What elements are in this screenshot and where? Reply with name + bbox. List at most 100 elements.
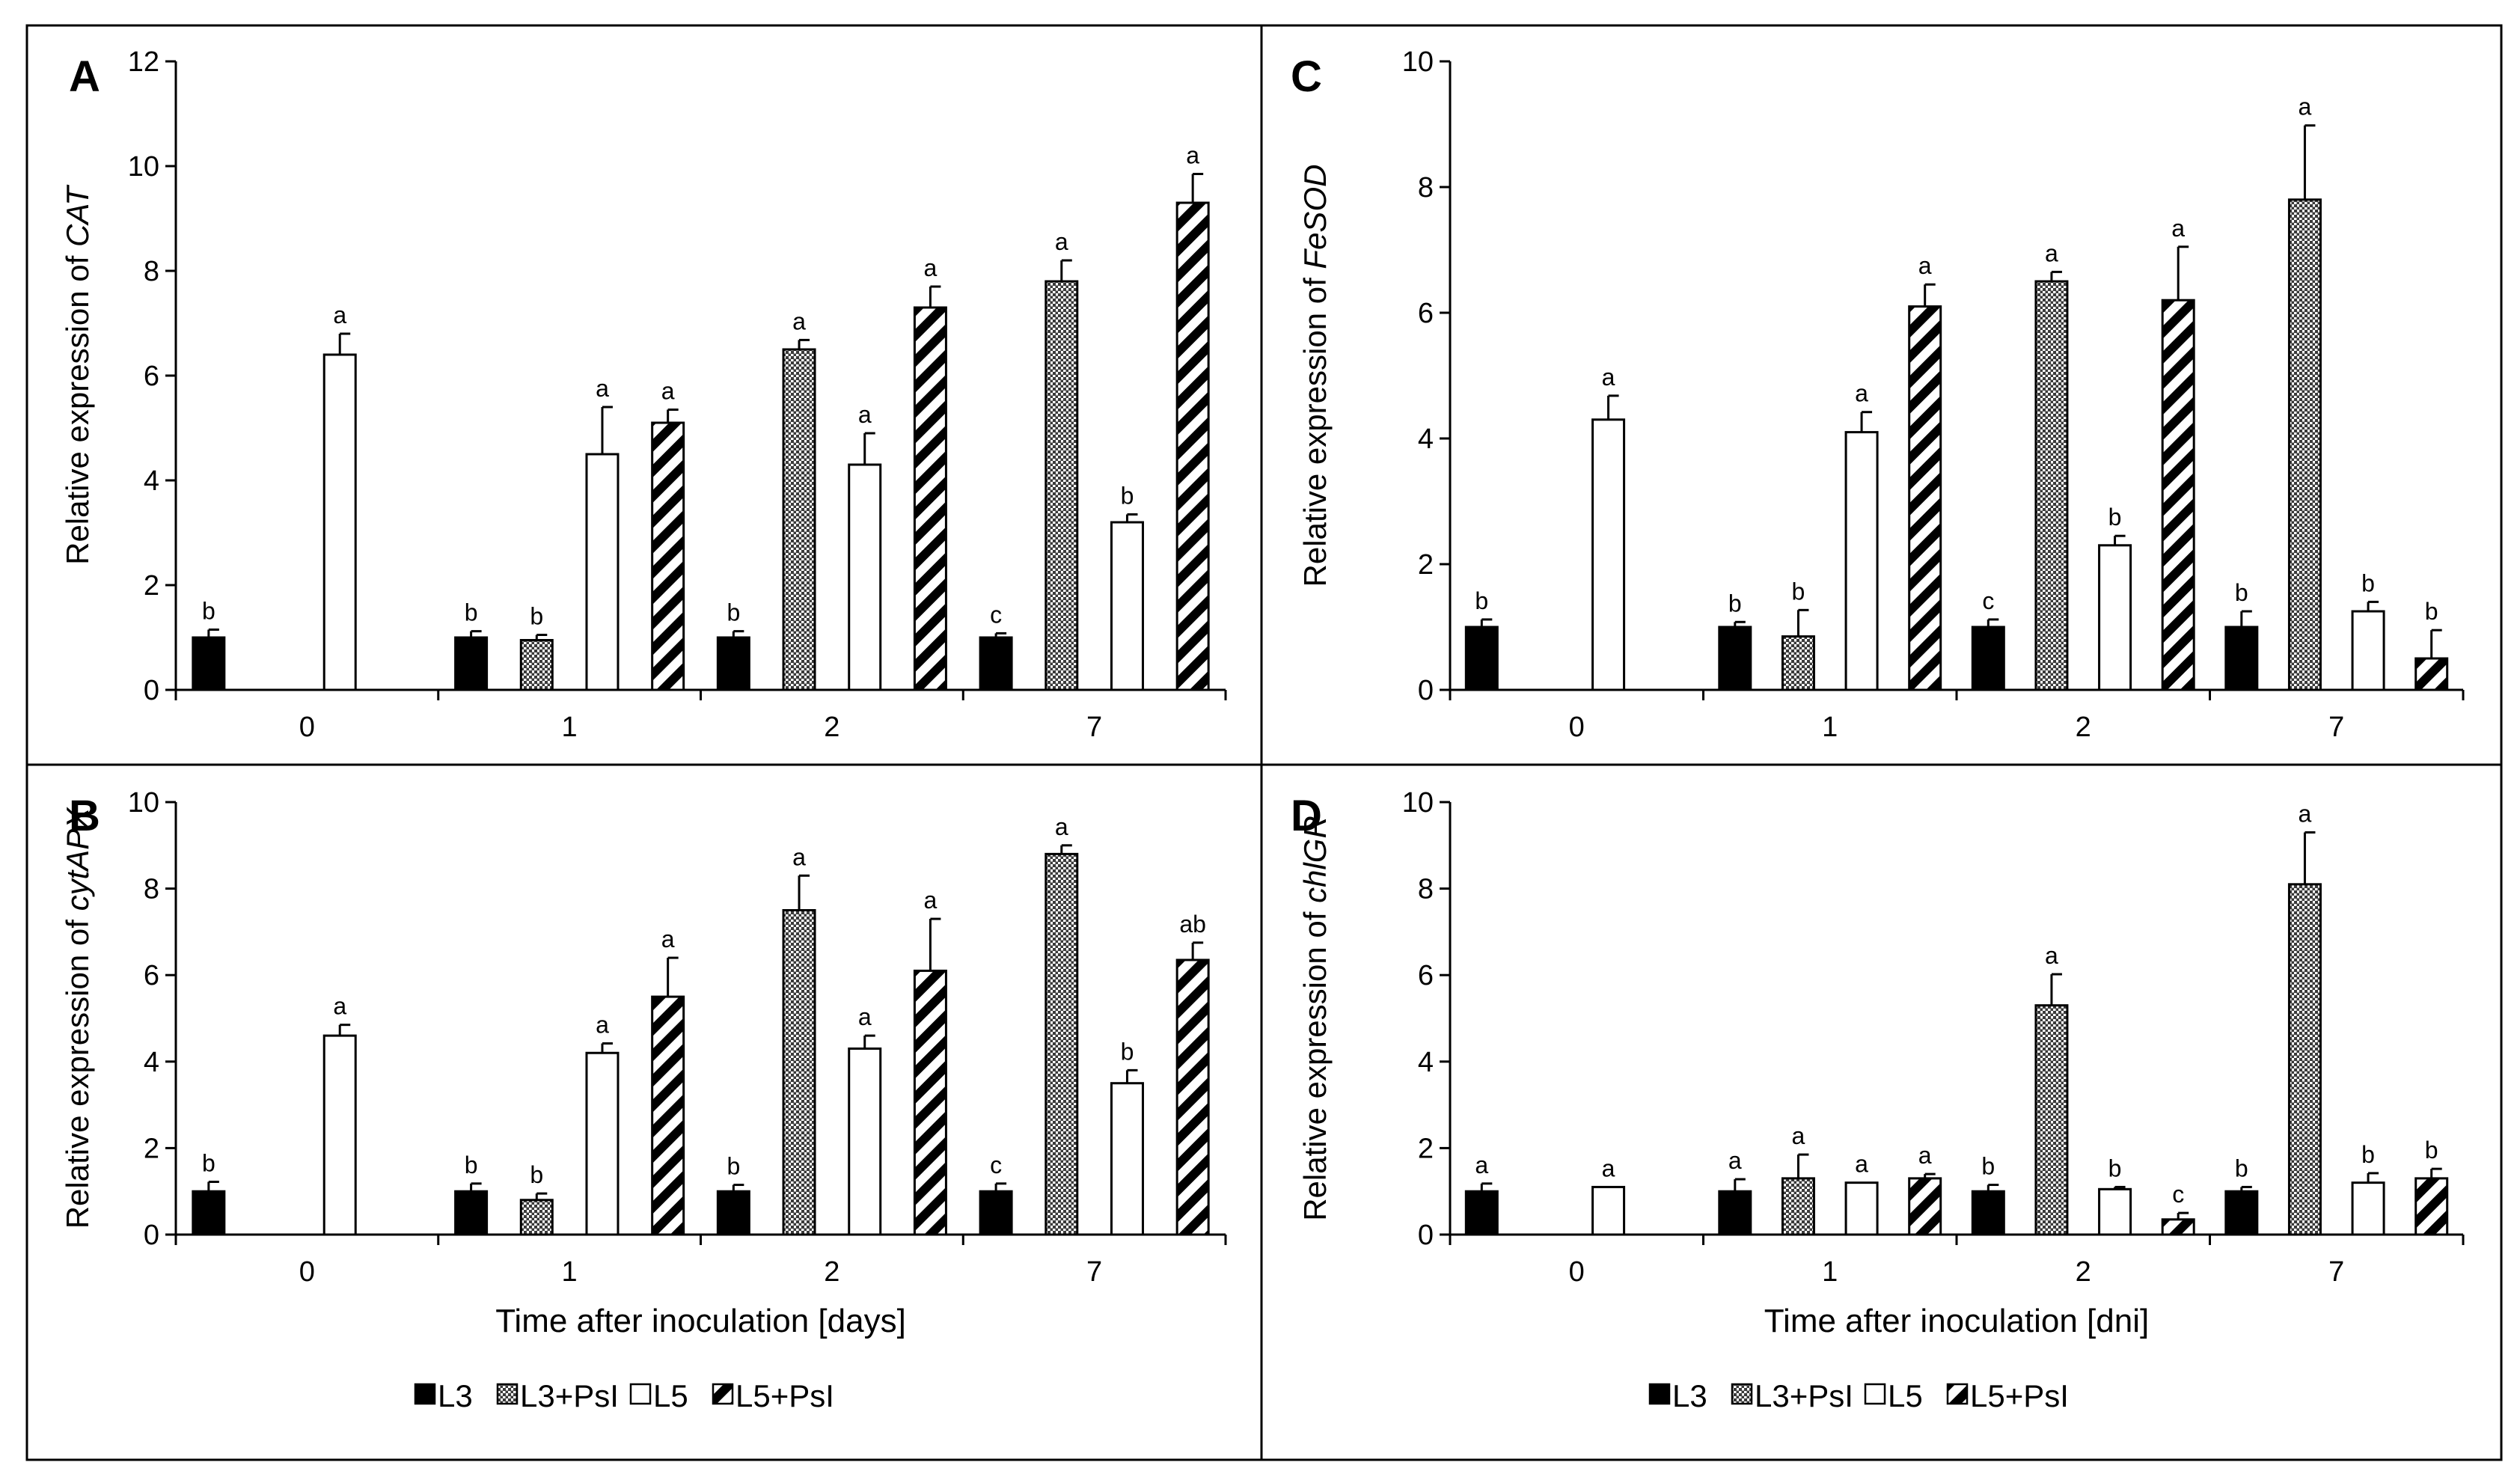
- x-tick-label: 0: [1569, 1256, 1585, 1288]
- x-tick-label: 2: [824, 1256, 840, 1288]
- legend-label-l5: L5: [1888, 1378, 1923, 1413]
- significance-letter: a: [333, 302, 346, 328]
- bar-l3-psi-d-day-2: [2034, 1004, 2069, 1236]
- significance-letter: c: [2172, 1181, 2184, 1208]
- significance-letter: a: [333, 993, 346, 1020]
- bar-l5-a-day-1: [585, 453, 620, 691]
- y-tick-label: 8: [1418, 172, 1434, 204]
- bar-l5-psi-a-day-1: [651, 421, 685, 691]
- significance-letter: a: [661, 378, 675, 405]
- significance-letter: c: [1982, 587, 1994, 614]
- significance-letter: a: [1055, 228, 1068, 255]
- significance-letter: a: [858, 401, 872, 428]
- significance-letter: a: [924, 254, 938, 281]
- legend-swatch-l5-psi: [712, 1383, 734, 1405]
- bar-l5-c-day-1: [1844, 431, 1879, 691]
- legend-swatch-l3: [1648, 1383, 1671, 1405]
- legend-swatch-l5: [1864, 1383, 1886, 1405]
- y-tick-label: 6: [144, 960, 159, 991]
- legend-swatch-l5-psi: [1946, 1383, 1969, 1405]
- significance-letter: a: [1855, 1151, 1868, 1178]
- x-tick-label: 7: [2328, 712, 2344, 743]
- significance-letter: b: [2361, 1141, 2375, 1168]
- legend-label-l3-psi: L3+PsI: [1755, 1378, 1853, 1413]
- legend-swatch-l3-psi: [1731, 1383, 1753, 1405]
- significance-letter: b: [1475, 587, 1488, 614]
- bar-l3-c-day-0: [1464, 626, 1499, 691]
- y-axis-label-b: Relative expression of cytAPX: [60, 807, 95, 1229]
- bar-l3-c-day-7: [2224, 626, 2259, 691]
- x-tick-label: 2: [2076, 1256, 2091, 1288]
- y-tick-label: 6: [1418, 298, 1434, 329]
- significance-letter: b: [1121, 1038, 1134, 1065]
- significance-letter: b: [202, 1149, 215, 1176]
- bar-l5-d-day-1: [1844, 1181, 1879, 1236]
- bar-l3-d-day-0: [1464, 1190, 1499, 1236]
- significance-letter: b: [530, 1161, 543, 1188]
- x-tick-label: 7: [1086, 712, 1102, 743]
- significance-letter: a: [1186, 142, 1199, 169]
- y-tick-label: 2: [1418, 549, 1434, 581]
- significance-letter: b: [2108, 1155, 2122, 1181]
- x-tick-label: 0: [299, 1256, 315, 1288]
- significance-letter: a: [1918, 1142, 1932, 1169]
- bar-l3-c-day-2: [1971, 626, 2005, 691]
- bar-l5-psi-c-day-1: [1908, 305, 1942, 691]
- significance-letter: c: [990, 1152, 1002, 1178]
- gene-name: FeSOD: [1297, 165, 1333, 269]
- x-axis-label-d: Time after inoculation [dni]: [1764, 1303, 2149, 1339]
- x-axis-label-b: Time after inoculation [days]: [495, 1303, 906, 1339]
- significance-letter: a: [2045, 239, 2058, 266]
- bar-l3-psi-d-day-7: [2287, 883, 2322, 1236]
- significance-letter: a: [1855, 380, 1868, 407]
- legend-swatch-l3-psi: [496, 1383, 519, 1405]
- significance-letter: a: [1792, 1122, 1805, 1149]
- bar-l3-d-day-1: [1718, 1190, 1752, 1236]
- y-tick-label: 0: [1418, 675, 1434, 706]
- bar-l5-b-day-2: [848, 1047, 882, 1236]
- significance-letter: b: [2361, 569, 2375, 596]
- x-tick-label: 2: [2076, 712, 2091, 743]
- legend-swatch-l3: [414, 1383, 436, 1405]
- panel-c: C 0 2 4 6 8 10 Relative expression of FeSOD 0 b a 1…: [1291, 46, 2465, 743]
- y-tick-label: 0: [144, 1220, 159, 1251]
- panel-label-c: C: [1291, 52, 1322, 101]
- bar-l3-psi-b-day-7: [1045, 852, 1079, 1236]
- significance-letter: a: [1918, 252, 1932, 279]
- bar-l3-psi-c-day-1: [1781, 635, 1815, 691]
- significance-letter: a: [2045, 942, 2058, 969]
- bar-l5-psi-b-day-1: [651, 995, 685, 1236]
- significance-letter: a: [596, 1012, 609, 1039]
- y-tick-label: 8: [1418, 874, 1434, 905]
- legend-label-l3: L3: [1672, 1378, 1707, 1413]
- significance-letter: b: [530, 603, 543, 630]
- significance-letter: b: [727, 1153, 740, 1180]
- gene-name: chlGR: [1297, 816, 1333, 903]
- significance-letter: c: [990, 601, 1002, 628]
- bar-l3-psi-b-day-2: [782, 909, 816, 1236]
- y-axis-label-d: Relative expression of chlGR: [1297, 816, 1333, 1221]
- y-tick-label: 4: [1418, 1047, 1434, 1078]
- significance-letter: a: [858, 1003, 872, 1030]
- bar-l5-c-day-0: [1591, 418, 1626, 691]
- bar-l3-psi-c-day-2: [2034, 280, 2069, 691]
- legend-label-l3-psi: L3+PsI: [520, 1378, 619, 1413]
- bar-l5-psi-c-day-2: [2161, 299, 2195, 691]
- bar-l5-c-day-7: [2351, 610, 2385, 691]
- y-tick-label: 10: [1402, 787, 1434, 819]
- significance-letter: b: [1792, 578, 1805, 605]
- y-tick-label: 2: [144, 570, 159, 602]
- bar-l3-a-day-7: [979, 636, 1013, 691]
- bar-l5-psi-b-day-7: [1175, 958, 1210, 1236]
- y-tick-label: 6: [144, 361, 159, 392]
- bar-l3-d-day-7: [2224, 1190, 2259, 1236]
- legend-label-l5-psi: L5+PsI: [1970, 1378, 2069, 1413]
- bar-l5-psi-d-day-2: [2161, 1218, 2195, 1236]
- bar-l3-a-day-1: [454, 636, 489, 691]
- bar-l3-a-day-0: [192, 636, 226, 691]
- y-tick-label: 10: [128, 151, 159, 183]
- bar-l5-psi-a-day-7: [1175, 201, 1210, 691]
- significance-letter: b: [465, 1152, 478, 1178]
